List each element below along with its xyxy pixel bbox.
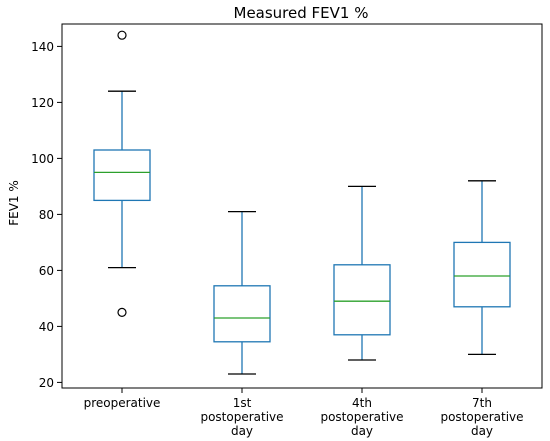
- y-tick-label: 20: [39, 376, 54, 390]
- x-tick-label: 1st postoperative day: [200, 396, 283, 438]
- plot-frame: [61, 23, 543, 389]
- box-iqr: [333, 264, 391, 336]
- box-iqr: [453, 241, 511, 308]
- y-tick-label: 100: [31, 152, 54, 166]
- outlier-point: [117, 307, 127, 317]
- x-tick-label: 7th postoperative day: [440, 396, 523, 438]
- x-tick-label: 4th postoperative day: [320, 396, 403, 438]
- x-tick-label: preoperative: [84, 396, 161, 410]
- chart-title: Measured FEV1 %: [234, 4, 369, 22]
- y-tick-label: 120: [31, 96, 54, 110]
- y-axis-label: FEV1 %: [7, 180, 21, 226]
- y-tick-label: 60: [39, 264, 54, 278]
- box-iqr: [93, 149, 151, 202]
- outlier-point: [117, 30, 127, 40]
- y-tick-label: 80: [39, 208, 54, 222]
- box-iqr: [213, 285, 271, 343]
- plot-area: 20 40 60 80 100 120 140 preoperative 1st postoper…: [31, 30, 524, 438]
- y-tick-label: 140: [31, 40, 54, 54]
- y-tick-label: 40: [39, 320, 54, 334]
